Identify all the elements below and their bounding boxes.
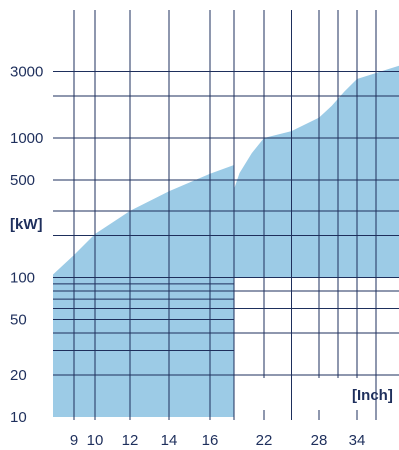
y-tick-label: 10 bbox=[10, 409, 27, 426]
y-tick-label: 500 bbox=[10, 172, 35, 189]
area-layer bbox=[53, 65, 399, 417]
x-tick-label: 12 bbox=[122, 432, 139, 449]
x-axis-label: [Inch] bbox=[352, 387, 393, 404]
y-tick-label: 20 bbox=[10, 367, 27, 384]
x-tick-label: 28 bbox=[311, 432, 328, 449]
x-tick-label: 9 bbox=[70, 432, 78, 449]
x-tick-label: 14 bbox=[161, 432, 178, 449]
y-tick-label: 1000 bbox=[10, 130, 43, 147]
area-segment-2 bbox=[234, 65, 399, 278]
x-tick-label: 34 bbox=[349, 432, 366, 449]
x-tick-label: 16 bbox=[202, 432, 219, 449]
y-tick-layer: 3000 1000 500 100 50 20 10 bbox=[10, 63, 43, 426]
grid-layer bbox=[53, 10, 399, 420]
y-axis-label: [kW] bbox=[10, 216, 43, 233]
x-tick-label: 22 bbox=[256, 432, 273, 449]
y-tick-label: 100 bbox=[10, 270, 35, 287]
x-tick-layer: 9 10 12 14 16 22 28 34 bbox=[70, 432, 366, 449]
y-tick-label: 3000 bbox=[10, 63, 43, 80]
y-tick-label: 50 bbox=[10, 312, 27, 329]
x-tick-label: 10 bbox=[87, 432, 104, 449]
